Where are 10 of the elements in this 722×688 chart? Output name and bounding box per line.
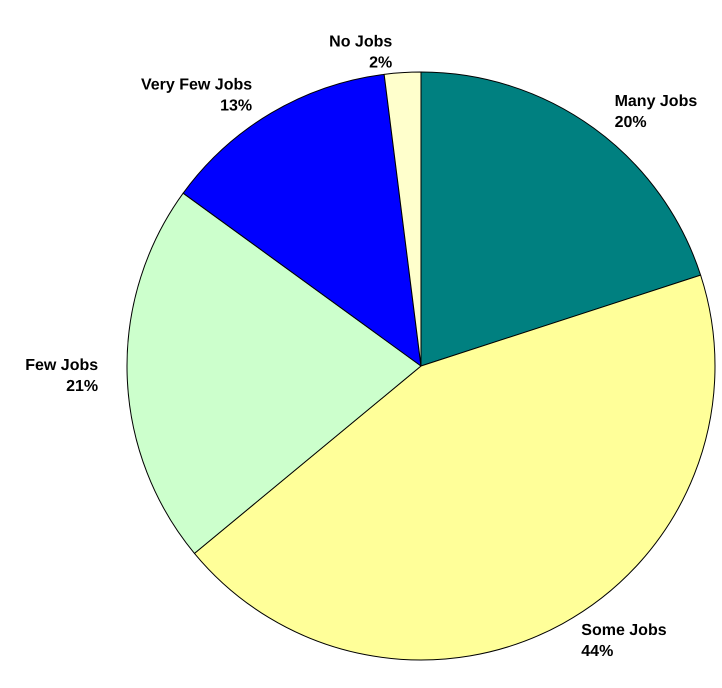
- data-label: 2%: [369, 54, 392, 72]
- data-label: 21%: [66, 378, 98, 395]
- data-label: 44%: [581, 643, 614, 660]
- data-label: 13%: [220, 98, 252, 115]
- slice-label: No Jobs: [329, 34, 392, 51]
- slice-label: Many Jobs: [614, 92, 698, 110]
- slice-label: Few Jobs: [25, 356, 98, 374]
- slice-label: Very Few Jobs: [140, 76, 252, 94]
- data-label: 20%: [614, 114, 647, 131]
- slice-label: Some Jobs: [581, 622, 667, 640]
